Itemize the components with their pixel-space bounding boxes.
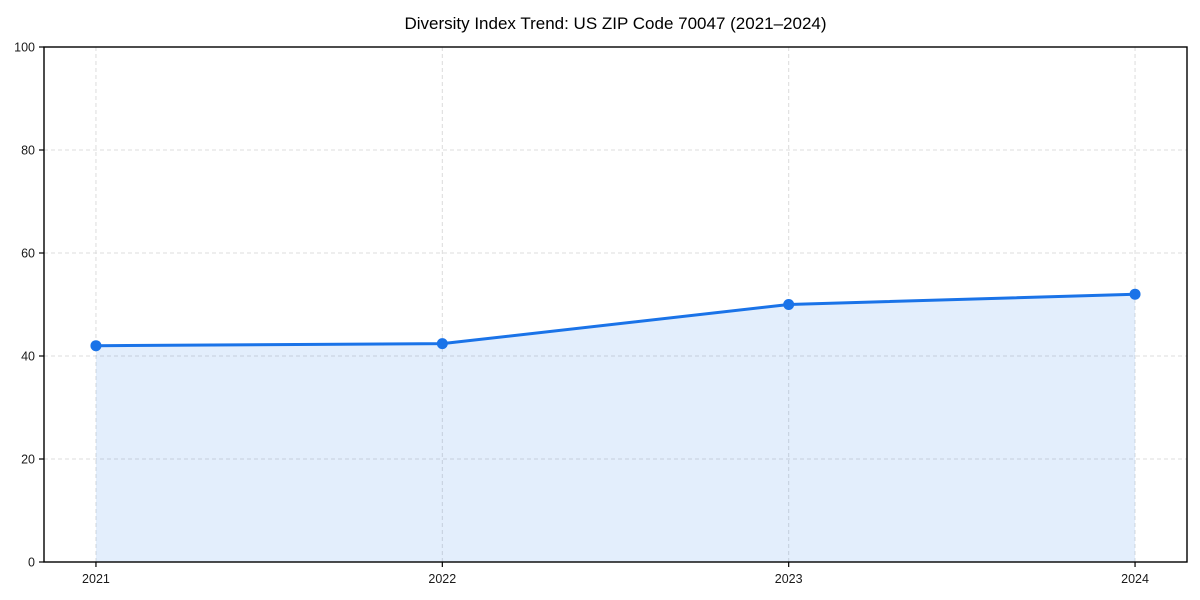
tick-layer: 0 20 40 60 80 100 2021 2022 2023 2024 [14,41,1149,587]
y-tick-label: 80 [21,144,35,158]
data-point-marker [783,299,795,310]
trend-line [94,292,1137,348]
area-layer [95,294,1136,562]
plot-frame [43,46,1188,563]
x-tick-label: 2023 [775,572,803,586]
y-tick-label: 40 [21,350,35,364]
x-tick-label: 2024 [1121,572,1149,586]
data-point-marker [90,340,102,352]
y-tick-label: 20 [21,453,35,467]
marker-layer [90,288,1141,352]
data-point-marker [436,338,448,350]
data-point-marker [1129,288,1141,300]
y-tick-label: 100 [14,41,35,55]
x-tick-label: 2021 [82,572,110,586]
line-layer [94,292,1137,348]
area-fill [95,294,1136,562]
x-tick-label: 2022 [428,572,456,586]
chart-title: Diversity Index Trend: US ZIP Code 70047… [404,14,826,33]
y-tick-label: 0 [28,556,35,570]
frame-layer [43,46,1188,563]
y-tick-label: 60 [21,247,35,261]
